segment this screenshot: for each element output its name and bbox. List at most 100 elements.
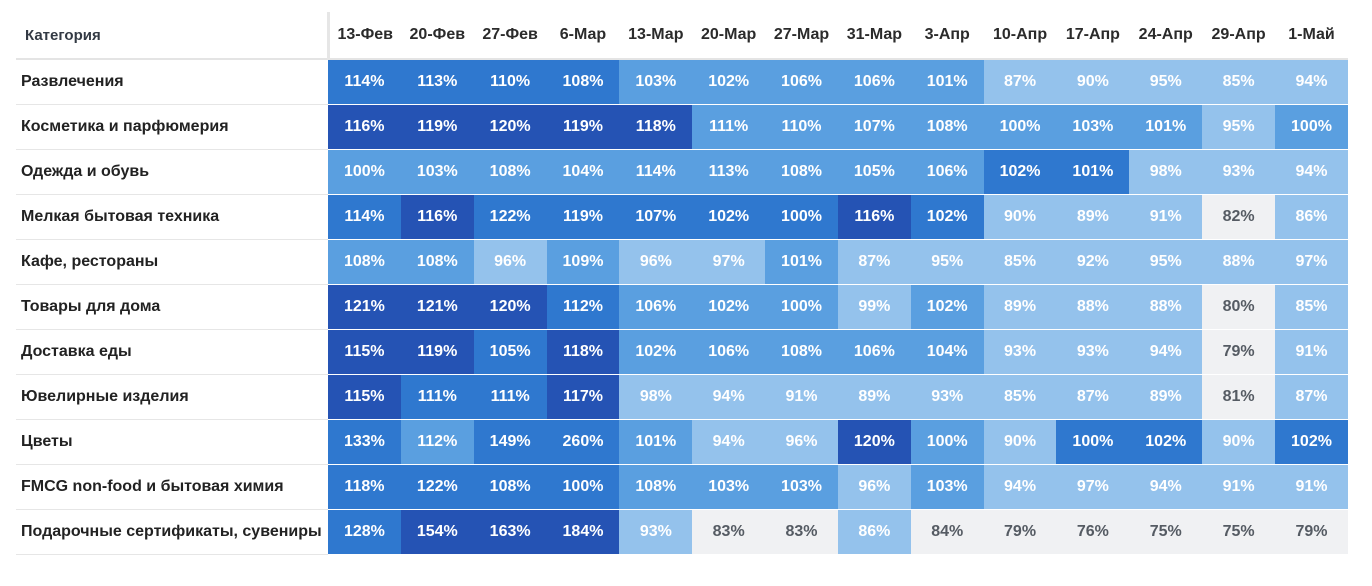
column-header-10: 17-Апр	[1056, 12, 1130, 60]
heatmap-cell: 116%	[837, 194, 911, 240]
heatmap-row: Мелкая бытовая техника 114% 116% 122% 119% 10…	[16, 194, 1348, 240]
heatmap-cell: 184%	[546, 509, 620, 555]
heatmap-cell: 100%	[328, 149, 401, 195]
heatmap-cell: 103%	[692, 464, 766, 510]
heatmap-cell: 120%	[473, 104, 547, 150]
column-header-13: 1-Май	[1275, 12, 1348, 60]
heatmap-cell: 86%	[837, 509, 911, 555]
heatmap-cell: 108%	[619, 464, 693, 510]
heatmap-cell: 100%	[1275, 104, 1348, 150]
heatmap-cell: 83%	[692, 509, 766, 555]
column-header-7: 31-Мар	[837, 12, 911, 60]
heatmap-cell: 122%	[400, 464, 474, 510]
heatmap-cell: 90%	[983, 419, 1057, 465]
heatmap-cell: 91%	[1275, 329, 1348, 375]
column-header-5: 20-Мар	[692, 12, 766, 60]
heatmap-cell: 79%	[1275, 509, 1348, 555]
heatmap-cell: 121%	[328, 284, 401, 330]
heatmap-cell: 107%	[619, 194, 693, 240]
heatmap-cell: 97%	[1275, 239, 1348, 285]
heatmap-cell: 103%	[910, 464, 984, 510]
heatmap-cell: 90%	[983, 194, 1057, 240]
heatmap-cell: 107%	[837, 104, 911, 150]
heatmap-cell: 94%	[1129, 329, 1203, 375]
heatmap-cell: 102%	[1275, 419, 1348, 465]
heatmap-row: Цветы 133% 112% 149% 260% 101% 94% 96% 120% 100% 9…	[16, 419, 1348, 465]
heatmap-row: Косметика и парфюмерия 116% 119% 120% 119% 11…	[16, 104, 1348, 150]
heatmap-cell: 89%	[1129, 374, 1203, 420]
heatmap-cell: 90%	[1202, 419, 1275, 465]
heatmap-cell: 105%	[473, 329, 547, 375]
heatmap-cell: 108%	[910, 104, 984, 150]
heatmap-cell: 94%	[1275, 59, 1348, 105]
heatmap-cell: 94%	[692, 374, 766, 420]
heatmap-cell: 96%	[765, 419, 838, 465]
heatmap-cell: 119%	[400, 104, 474, 150]
heatmap-cell: 91%	[1129, 194, 1203, 240]
heatmap-cell: 93%	[1056, 329, 1130, 375]
heatmap-cell: 111%	[400, 374, 474, 420]
heatmap-cell: 93%	[910, 374, 984, 420]
heatmap-cell: 104%	[546, 149, 620, 195]
heatmap-cell: 106%	[692, 329, 766, 375]
heatmap-row: Кафе, рестораны 108% 108% 96% 109% 96% 97% 101%…	[16, 239, 1348, 285]
heatmap-cell: 89%	[983, 284, 1057, 330]
heatmap-cell: 110%	[473, 59, 547, 105]
heatmap-cell: 87%	[837, 239, 911, 285]
heatmap-cell: 92%	[1056, 239, 1130, 285]
heatmap-cell: 102%	[1129, 419, 1203, 465]
heatmap-cell: 87%	[1056, 374, 1130, 420]
heatmap-cell: 260%	[546, 419, 620, 465]
heatmap-row: Развлечения 114% 113% 110% 108% 103% 102% 106% 1…	[16, 59, 1348, 105]
heatmap-cell: 108%	[765, 149, 838, 195]
column-header-4: 13-Мар	[619, 12, 693, 60]
heatmap-cell: 103%	[765, 464, 838, 510]
heatmap-cell: 89%	[1056, 194, 1130, 240]
heatmap-cell: 75%	[1129, 509, 1203, 555]
heatmap-cell: 91%	[765, 374, 838, 420]
heatmap-cell: 87%	[1275, 374, 1348, 420]
heatmap-cell: 85%	[1275, 284, 1348, 330]
heatmap-cell: 119%	[546, 194, 620, 240]
heatmap-cell: 101%	[765, 239, 838, 285]
heatmap-row: Товары для дома 121% 121% 120% 112% 106% 102% 1…	[16, 284, 1348, 330]
heatmap-cell: 112%	[400, 419, 474, 465]
heatmap-cell: 101%	[910, 59, 984, 105]
heatmap-cell: 75%	[1202, 509, 1275, 555]
heatmap-cell: 100%	[765, 284, 838, 330]
heatmap-cell: 95%	[1129, 239, 1203, 285]
heatmap-cell: 98%	[619, 374, 693, 420]
heatmap-cell: 95%	[1129, 59, 1203, 105]
heatmap-cell: 106%	[765, 59, 838, 105]
heatmap-cell: 100%	[983, 104, 1057, 150]
heatmap-cell: 101%	[1129, 104, 1203, 150]
heatmap-cell: 114%	[328, 59, 401, 105]
heatmap-cell: 100%	[1056, 419, 1130, 465]
heatmap-cell: 85%	[983, 239, 1057, 285]
heatmap-cell: 84%	[910, 509, 984, 555]
heatmap-cell: 83%	[765, 509, 838, 555]
heatmap-cell: 122%	[473, 194, 547, 240]
column-header-12: 29-Апр	[1202, 12, 1275, 60]
heatmap-cell: 94%	[692, 419, 766, 465]
heatmap-cell: 102%	[692, 194, 766, 240]
heatmap-cell: 97%	[692, 239, 766, 285]
heatmap-cell: 116%	[328, 104, 401, 150]
heatmap-cell: 100%	[910, 419, 984, 465]
heatmap-cell: 109%	[546, 239, 620, 285]
row-label: Товары для дома	[16, 284, 329, 330]
heatmap-cell: 79%	[983, 509, 1057, 555]
heatmap-cell: 114%	[619, 149, 693, 195]
heatmap-cell: 88%	[1056, 284, 1130, 330]
column-header-8: 3-Апр	[910, 12, 984, 60]
heatmap-cell: 102%	[910, 194, 984, 240]
heatmap-cell: 105%	[837, 149, 911, 195]
heatmap-cell: 133%	[328, 419, 401, 465]
heatmap-cell: 96%	[473, 239, 547, 285]
heatmap-cell: 106%	[619, 284, 693, 330]
heatmap-cell: 95%	[1202, 104, 1275, 150]
heatmap-cell: 94%	[1275, 149, 1348, 195]
heatmap-row: Ювелирные изделия 115% 111% 111% 117% 98% 94% 9…	[16, 374, 1348, 420]
heatmap-cell: 108%	[473, 464, 547, 510]
row-label: FMCG non-food и бытовая химия	[16, 464, 329, 510]
